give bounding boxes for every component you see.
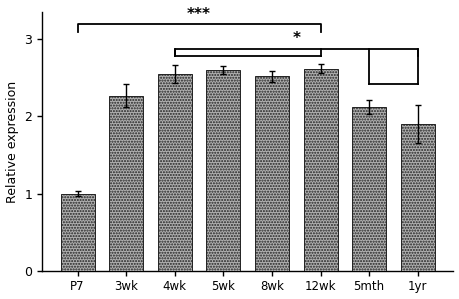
- Bar: [255, 76, 289, 271]
- Bar: [352, 107, 386, 271]
- Text: ***: ***: [187, 7, 211, 22]
- Y-axis label: Relative expression: Relative expression: [6, 80, 18, 203]
- Bar: [401, 124, 435, 271]
- Bar: [61, 193, 95, 271]
- Bar: [207, 70, 241, 271]
- Bar: [158, 74, 192, 271]
- Bar: [109, 96, 143, 271]
- Text: *: *: [292, 31, 300, 46]
- Bar: [303, 68, 337, 271]
